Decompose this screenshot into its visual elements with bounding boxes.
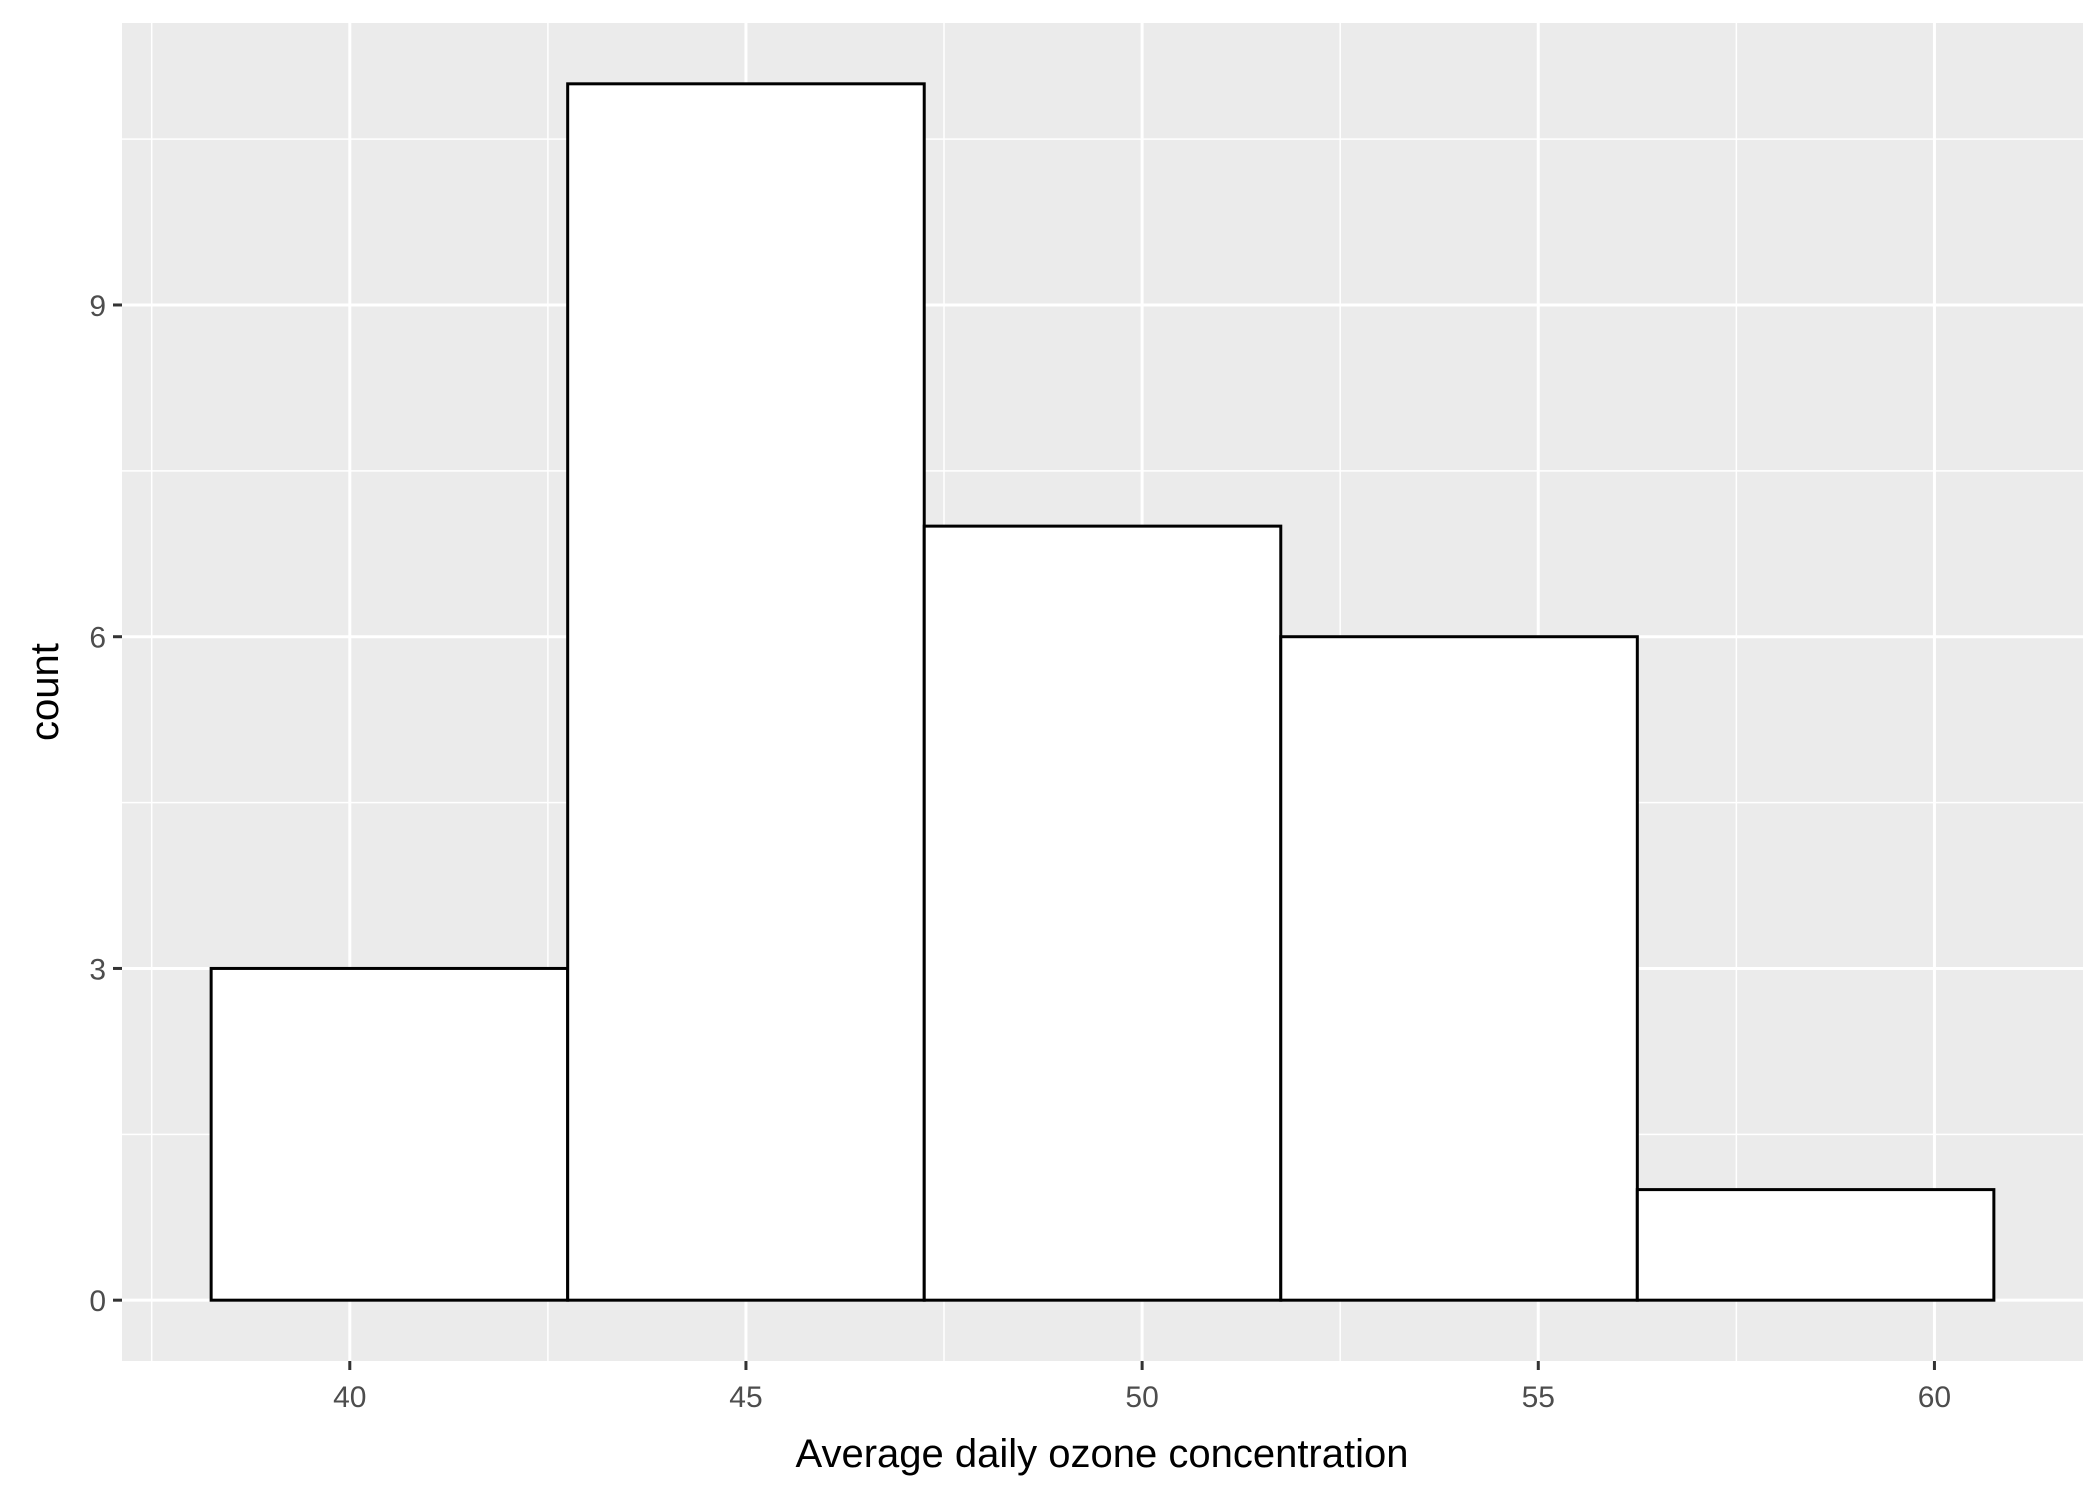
y-tick-label: 9 [89,290,106,323]
y-tick-label: 3 [89,953,106,986]
histogram-bars [209,82,1996,1302]
x-tick-label: 55 [1522,1381,1555,1414]
x-tick-label: 40 [333,1381,366,1414]
histogram-bar [1635,1188,1996,1302]
histogram-bar [209,966,570,1302]
x-tick-label: 45 [729,1381,762,1414]
axis-tick-labels: 40 45 50 55 60 0 3 6 9 [89,290,1951,1414]
histogram-bar [1279,635,1639,1302]
y-axis-title: count [23,643,67,741]
y-tick-label: 0 [89,1285,106,1318]
x-tick-label: 50 [1125,1381,1158,1414]
axis-ticks [113,303,1936,1370]
y-tick-label: 6 [89,622,106,655]
histogram-bar [922,524,1283,1302]
histogram-bar [566,82,926,1302]
x-axis-title: Average daily ozone concentration [795,1432,1408,1476]
x-tick-label: 60 [1918,1381,1951,1414]
